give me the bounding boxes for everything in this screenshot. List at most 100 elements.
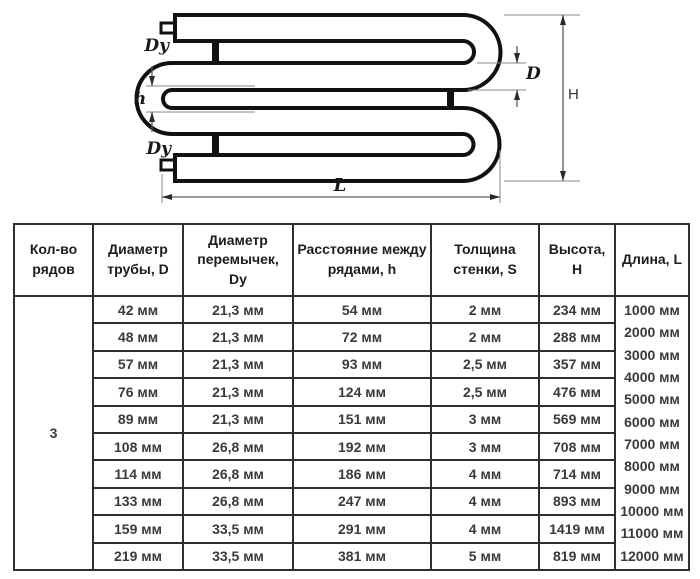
d-extension-lines bbox=[468, 62, 526, 91]
length-cell: 1000 мм 2000 мм 3000 мм 4000 мм 5000 мм 6000 … bbox=[614, 295, 690, 571]
table-row: 133 мм 26,8 мм 247 мм 4 мм 893 мм bbox=[14, 486, 689, 517]
value-cell: 357 мм bbox=[538, 349, 616, 380]
value-cell: 247 мм bbox=[292, 486, 432, 517]
h-extension-lines bbox=[146, 85, 255, 113]
inlet-stub bbox=[159, 21, 177, 35]
length-item: 12000 мм bbox=[620, 547, 684, 564]
value-cell: 3 мм bbox=[430, 431, 540, 462]
value-cell: 76 мм bbox=[92, 377, 184, 407]
value-cell: 4 мм bbox=[430, 459, 540, 489]
spec-table: Кол-во рядов Диаметр трубы, D Диаметр пе… bbox=[13, 223, 690, 571]
height-extension-lines bbox=[504, 14, 580, 182]
value-cell: 33,5 мм bbox=[182, 514, 294, 544]
value-cell: 5 мм bbox=[430, 541, 540, 571]
value-cell: 26,8 мм bbox=[182, 431, 294, 462]
table-row: 57 мм 21,3 мм 93 мм 2,5 мм 357 мм bbox=[14, 349, 689, 380]
col-header-length: Длина, L bbox=[614, 223, 690, 297]
table-row: 76 мм 21,3 мм 124 мм 2,5 мм 476 мм bbox=[14, 377, 689, 407]
length-item: 10000 мм bbox=[620, 503, 684, 520]
col-header-wall-thickness: Толщина стенки, S bbox=[430, 223, 540, 297]
table-row: 219 мм 33,5 мм 381 мм 5 мм 819 мм bbox=[14, 541, 689, 571]
dy-bottom-label: Dy bbox=[145, 139, 172, 159]
jumper-top-left bbox=[212, 40, 219, 64]
value-cell: 291 мм bbox=[292, 514, 432, 544]
value-cell: 108 мм bbox=[92, 431, 184, 462]
length-arrow-left bbox=[162, 194, 172, 200]
d-arrow-top bbox=[514, 53, 520, 63]
table-row: 108 мм 26,8 мм 192 мм 3 мм 708 мм bbox=[14, 431, 689, 462]
value-cell: 819 мм bbox=[538, 541, 616, 571]
value-cell: 192 мм bbox=[292, 431, 432, 462]
length-item: 7000 мм bbox=[624, 436, 680, 453]
dy-top-label: Dy bbox=[143, 36, 170, 56]
register-drawing: h D H L Dy Dy bbox=[134, 13, 580, 203]
value-cell: 569 мм bbox=[538, 404, 616, 434]
value-cell: 93 мм bbox=[292, 349, 432, 380]
length-item: 4000 мм bbox=[624, 369, 680, 386]
value-cell: 26,8 мм bbox=[182, 459, 294, 489]
value-cell: 26,8 мм bbox=[182, 486, 294, 517]
length-label: L bbox=[333, 175, 347, 196]
value-cell: 2,5 мм bbox=[430, 349, 540, 380]
value-cell: 124 мм bbox=[292, 377, 432, 407]
value-cell: 893 мм bbox=[538, 486, 616, 517]
table-row: 3 42 мм 21,3 мм 54 мм 2 мм 234 мм 1000 мм 2000 … bbox=[13, 294, 690, 571]
value-cell: 2 мм bbox=[430, 322, 540, 352]
value-cell: 72 мм bbox=[292, 322, 432, 352]
length-extension-lines bbox=[161, 150, 501, 203]
length-item: 3000 мм bbox=[624, 346, 680, 363]
length-item: 2000 мм bbox=[624, 324, 680, 341]
outlet-stub bbox=[159, 158, 177, 172]
jumper-bottom-left bbox=[212, 132, 219, 157]
value-cell: 4 мм bbox=[430, 514, 540, 544]
col-header-rows: Кол-во рядов bbox=[13, 223, 94, 297]
value-cell: 4 мм bbox=[430, 486, 540, 517]
value-cell: 159 мм bbox=[92, 514, 184, 544]
length-item: 11000 мм bbox=[620, 525, 684, 542]
length-item: 8000 мм bbox=[624, 458, 680, 475]
value-cell: 219 мм bbox=[92, 541, 184, 571]
value-cell: 2,5 мм bbox=[430, 377, 540, 407]
height-arrow-bottom bbox=[560, 171, 566, 181]
value-cell: 133 мм bbox=[92, 486, 184, 517]
value-cell: 89 мм bbox=[92, 404, 184, 434]
h-label: h bbox=[134, 89, 146, 109]
value-cell: 54 мм bbox=[292, 294, 432, 325]
table-row: 159 мм 33,5 мм 291 мм 4 мм 1419 мм bbox=[14, 514, 689, 544]
value-cell: 21,3 мм bbox=[182, 377, 294, 407]
value-cell: 708 мм bbox=[538, 431, 616, 462]
length-item: 1000 мм bbox=[624, 302, 680, 319]
value-cell: 476 мм bbox=[538, 377, 616, 407]
value-cell: 21,3 мм bbox=[182, 294, 294, 325]
value-cell: 2 мм bbox=[430, 294, 540, 325]
h-arrow-bottom bbox=[149, 112, 155, 122]
value-cell: 1419 мм bbox=[538, 514, 616, 544]
height-arrow-top bbox=[560, 15, 566, 25]
col-header-jumper-diameter: Диаметр перемычек, Dy bbox=[182, 223, 294, 297]
table-row: 114 мм 26,8 мм 186 мм 4 мм 714 мм bbox=[14, 459, 689, 489]
pipe-outline bbox=[134, 13, 503, 183]
value-cell: 186 мм bbox=[292, 459, 432, 489]
value-cell: 21,3 мм bbox=[182, 322, 294, 352]
value-cell: 288 мм bbox=[538, 322, 616, 352]
length-arrow-right bbox=[490, 194, 500, 200]
col-header-height: Высота, H bbox=[538, 223, 616, 297]
jumper-middle-right bbox=[447, 88, 454, 110]
value-cell: 57 мм bbox=[92, 349, 184, 380]
rows-count-cell: 3 bbox=[13, 295, 94, 571]
value-cell: 151 мм bbox=[292, 404, 432, 434]
length-item: 5000 мм bbox=[624, 391, 680, 408]
value-cell: 21,3 мм bbox=[182, 404, 294, 434]
value-cell: 21,3 мм bbox=[182, 349, 294, 380]
table-row: 48 мм 21,3 мм 72 мм 2 мм 288 мм bbox=[14, 322, 689, 352]
value-cell: 3 мм bbox=[430, 404, 540, 434]
spec-table-header: Кол-во рядов Диаметр трубы, D Диаметр пе… bbox=[13, 223, 690, 297]
header-row: Кол-во рядов Диаметр трубы, D Диаметр пе… bbox=[13, 223, 690, 297]
h-arrow-top bbox=[149, 76, 155, 86]
length-item: 6000 мм bbox=[624, 413, 680, 430]
value-cell: 381 мм bbox=[292, 541, 432, 571]
table-row: 89 мм 21,3 мм 151 мм 3 мм 569 мм bbox=[14, 404, 689, 434]
value-cell: 714 мм bbox=[538, 459, 616, 489]
length-item: 9000 мм bbox=[624, 480, 680, 497]
